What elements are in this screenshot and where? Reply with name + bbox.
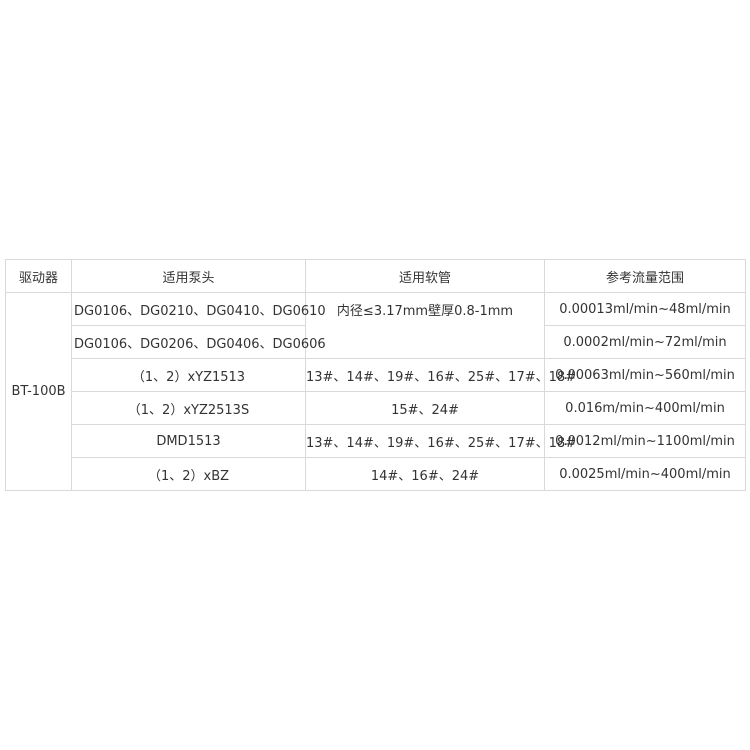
header-cell: 驱动器 [5,259,72,293]
pump-cell: （1、2）xBZ [71,457,306,491]
pump-cell: （1、2）xYZ2513S [71,391,306,425]
header-cell: 参考流量范围 [544,259,746,293]
table-row: DMD1513 13#、14#、19#、16#、25#、17#、18# 0.0012… [6,424,746,458]
table-row: （1、2）xYZ1513 13#、14#、19#、16#、25#、17#、18# 0… [6,358,746,392]
header-cell: 适用泵头 [71,259,306,293]
hose-cell: 13#、14#、19#、16#、25#、17#、18# [305,358,576,392]
pump-cell: DMD1513 [71,424,306,458]
flow-cell: 0.016m/min~400ml/min [544,391,746,425]
hose-cell: 14#、16#、24# [305,457,545,491]
hose-cell: 13#、14#、19#、16#、25#、17#、18# [305,424,576,458]
driver-cell: BT-100B [5,292,72,491]
hose-cell: 15#、24# [305,391,545,425]
hose-cell: 内径≤3.17mm壁厚0.8-1mm [305,292,545,359]
table-row: （1、2）xBZ 14#、16#、24# 0.0025ml/min~400ml/mi… [6,457,746,491]
table-row: BT-100B DG0106、DG0210、DG0410、DG0610 内径≤3.1… [5,292,746,491]
header-row: 驱动器 适用泵头 适用软管 参考流量范围 [5,259,746,293]
pump-cell: DG0106、DG0206、DG0406、DG0606 [71,325,326,359]
flow-cell: 0.0012ml/min~1100ml/min [544,424,746,458]
table-row: DG0106、DG0206、DG0406、DG0606 0.0002ml/min~… [6,325,746,359]
flow-cell: 0.0025ml/min~400ml/min [544,457,746,491]
pump-cell: DG0106、DG0210、DG0410、DG0610 [71,292,326,326]
spec-table: 驱动器 适用泵头 适用软管 参考流量范围 BT-100B DG0106、DG0210、D… [5,259,746,491]
table-row: （1、2）xYZ2513S 15#、24# 0.016m/min~400ml/min [6,391,746,425]
flow-cell: 0.00013ml/min~48ml/min [544,292,746,326]
pump-cell: （1、2）xYZ1513 [71,358,306,392]
flow-cell: 0.0002ml/min~72ml/min [544,325,746,359]
flow-cell: 0.00063ml/min~560ml/min [544,358,746,392]
header-cell: 适用软管 [305,259,545,293]
